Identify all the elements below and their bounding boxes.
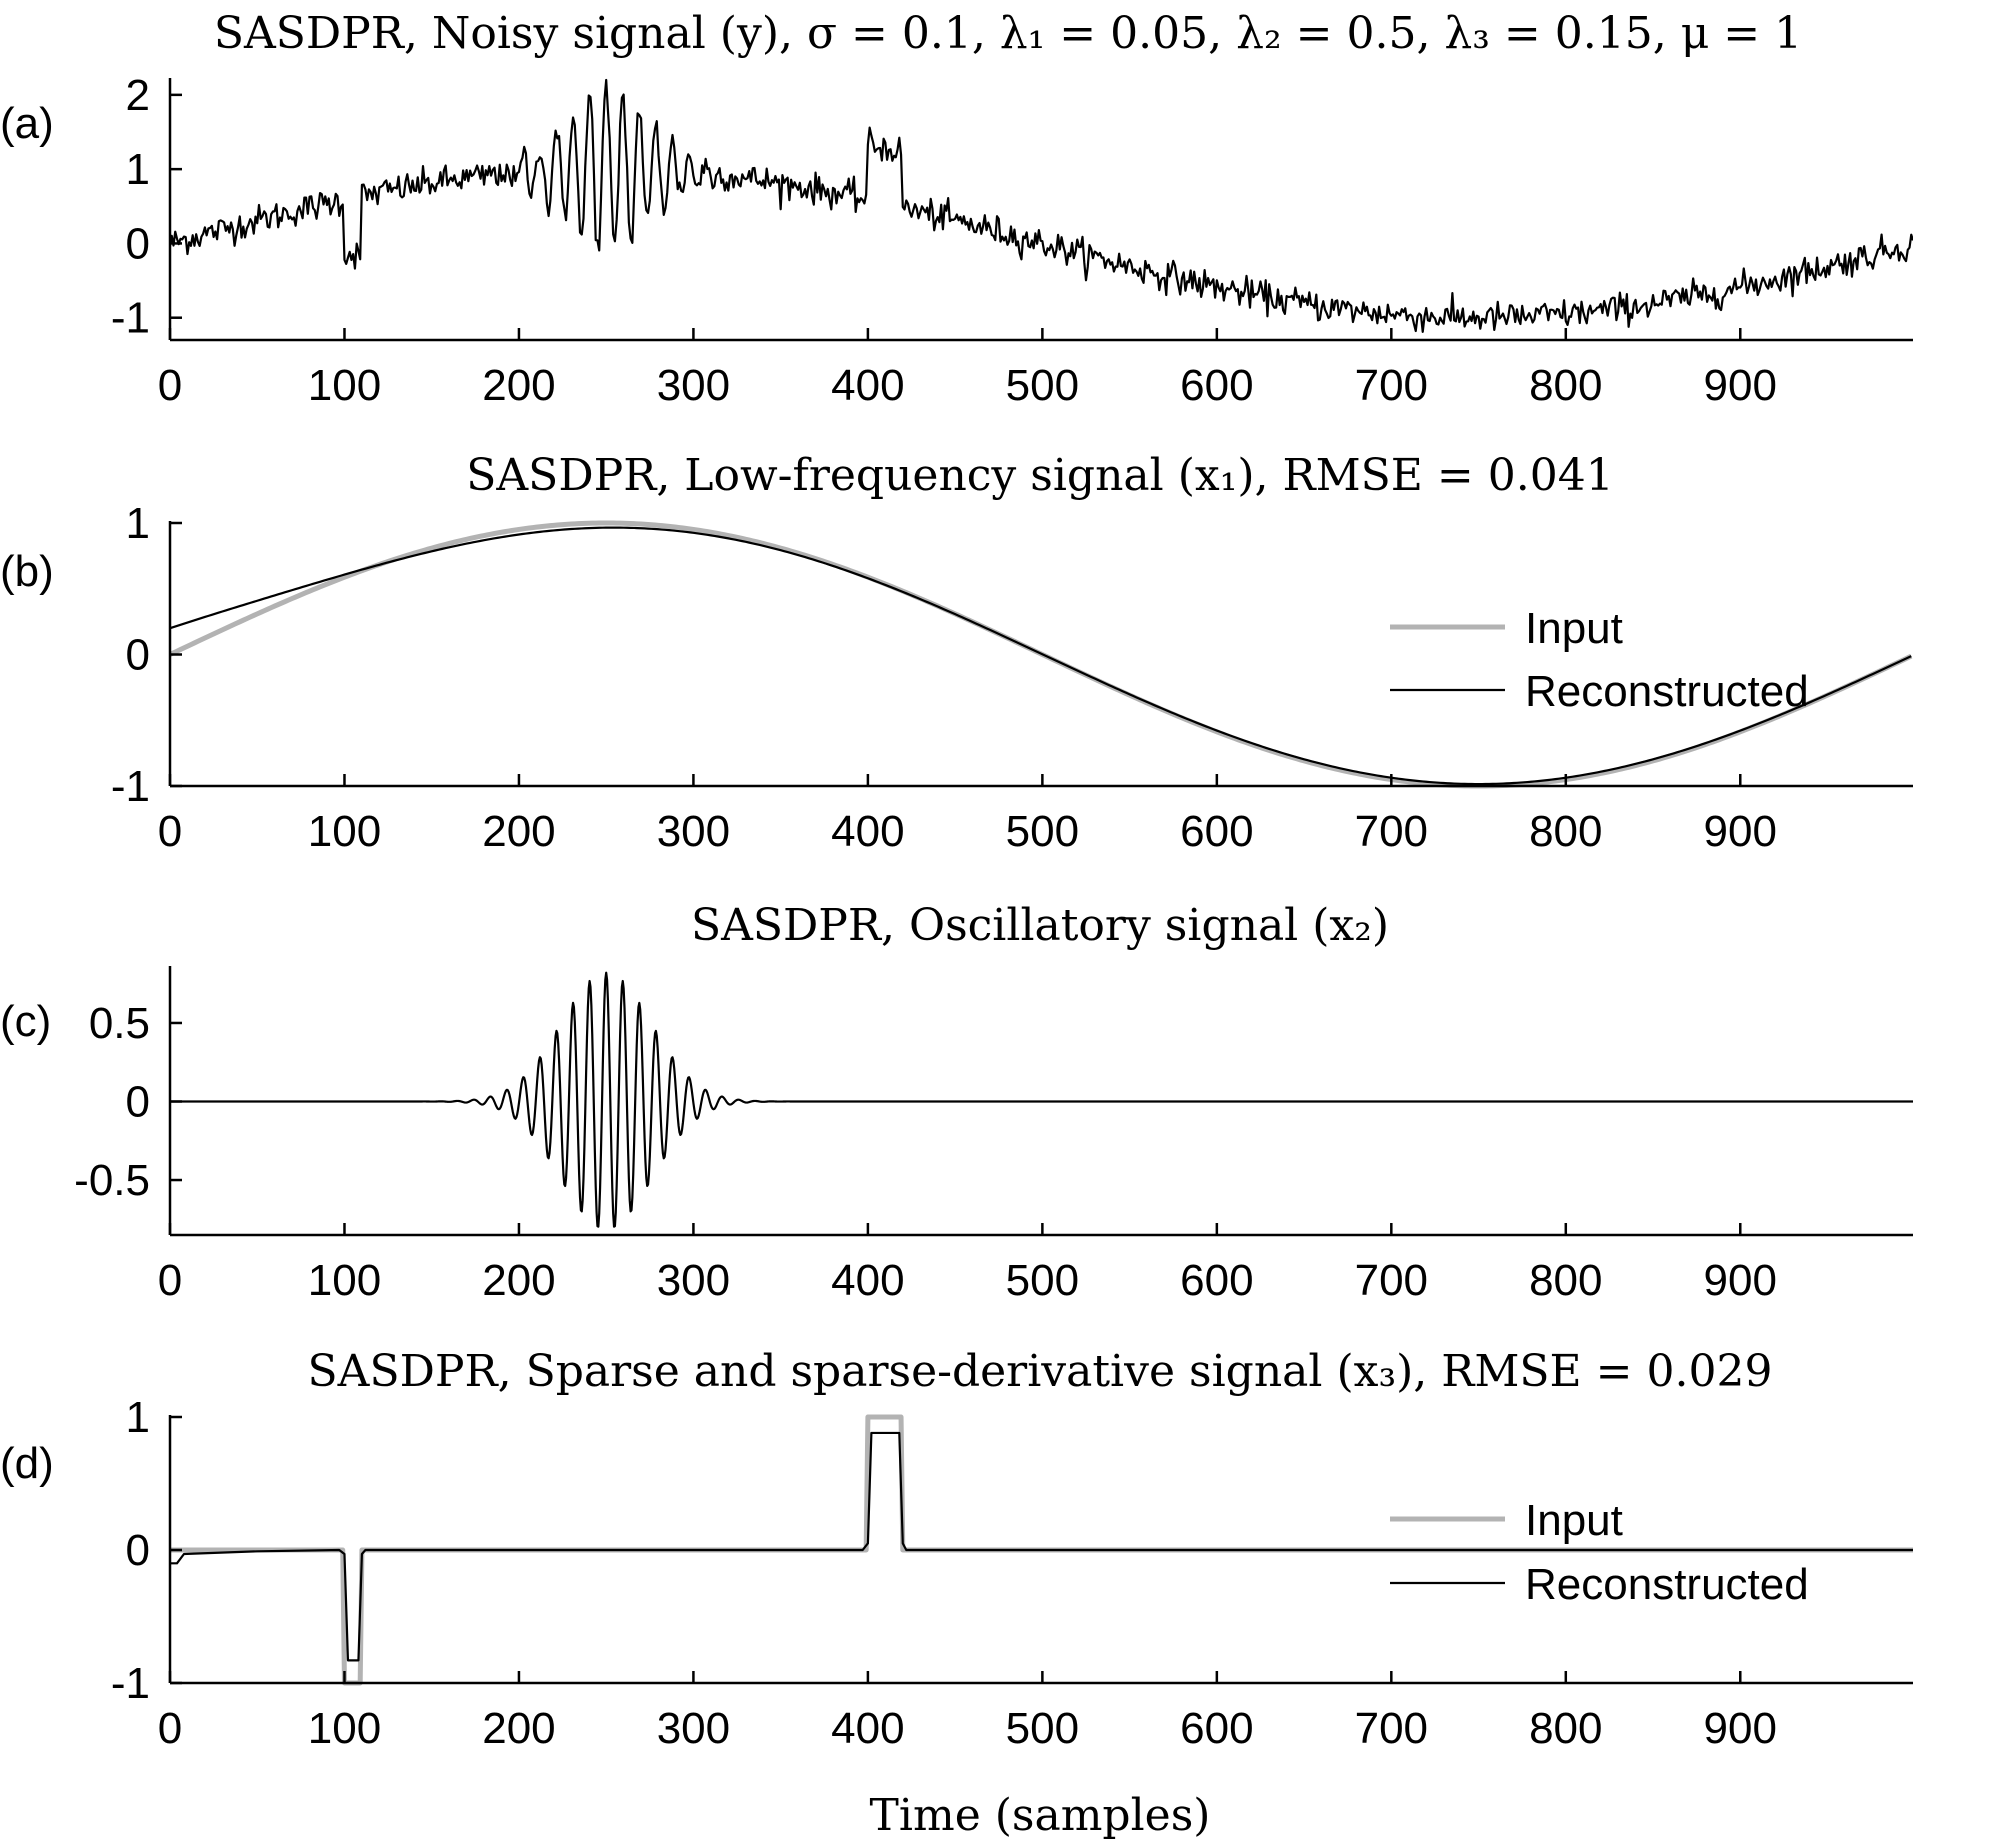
y-tick-label: 0 xyxy=(126,1526,150,1575)
x-tick-label: 200 xyxy=(482,361,555,410)
x-axis-label: Time (samples) xyxy=(870,1790,1211,1841)
y-tick-label: 0 xyxy=(126,1078,150,1127)
x-tick-label: 900 xyxy=(1704,1704,1777,1753)
x-tick-label: 500 xyxy=(1006,361,1079,410)
x-tick-label: 400 xyxy=(831,361,904,410)
x-tick-label: 700 xyxy=(1355,361,1428,410)
panel-label: (a) xyxy=(0,99,54,148)
legend: Input Reconstructed xyxy=(1390,604,1809,716)
chart-title: SASDPR, Noisy signal (y), σ = 0.1, λ₁ = … xyxy=(214,8,1802,59)
panel-noisy-signal: SASDPR, Noisy signal (y), σ = 0.1, λ₁ = … xyxy=(0,8,1913,410)
x-tick-label: 800 xyxy=(1529,361,1602,410)
panel-low-frequency-signal: SASDPR, Low-frequency signal (x₁), RMSE … xyxy=(0,450,1913,856)
x-tick-label: 500 xyxy=(1006,807,1079,856)
x-tick-label: 800 xyxy=(1529,807,1602,856)
chart-title: SASDPR, Oscillatory signal (x₂) xyxy=(691,900,1389,951)
panel-sparse-signal: SASDPR, Sparse and sparse-derivative sig… xyxy=(0,1346,1913,1753)
chart-title: SASDPR, Low-frequency signal (x₁), RMSE … xyxy=(466,450,1613,501)
x-tick-label: 200 xyxy=(482,1704,555,1753)
y-tick-label: -0.5 xyxy=(74,1156,150,1205)
y-tick-label: 1 xyxy=(126,499,150,548)
series-line-signal xyxy=(170,78,1913,333)
x-tick-label: 700 xyxy=(1355,1256,1428,1305)
x-tick-label: 300 xyxy=(657,1704,730,1753)
legend-label-input: Input xyxy=(1525,1496,1623,1545)
panel-label: (d) xyxy=(0,1439,54,1488)
x-tick-label: 900 xyxy=(1704,1256,1777,1305)
x-tick-label: 300 xyxy=(657,361,730,410)
y-tick-label: 1 xyxy=(126,1393,150,1442)
legend-label-reconstructed: Reconstructed xyxy=(1525,667,1809,716)
x-tick-label: 400 xyxy=(831,807,904,856)
x-tick-label: 100 xyxy=(308,807,381,856)
x-tick-label: 300 xyxy=(657,807,730,856)
panel-label: (c) xyxy=(0,997,51,1046)
y-tick-label: 2 xyxy=(126,71,150,120)
x-tick-label: 900 xyxy=(1704,807,1777,856)
x-tick-label: 0 xyxy=(158,1256,182,1305)
x-tick-label: 400 xyxy=(831,1256,904,1305)
x-tick-label: 600 xyxy=(1180,1256,1253,1305)
x-tick-label: 200 xyxy=(482,1256,555,1305)
chart-title: SASDPR, Sparse and sparse-derivative sig… xyxy=(308,1346,1773,1397)
x-tick-label: 100 xyxy=(308,1256,381,1305)
x-tick-label: 100 xyxy=(308,1704,381,1753)
series-line-reconstructed xyxy=(170,526,1912,786)
y-tick-label: 0 xyxy=(126,219,150,268)
y-tick-label: -1 xyxy=(111,1659,150,1708)
panel-label: (b) xyxy=(0,547,54,596)
y-tick-label: 0.5 xyxy=(89,999,150,1048)
x-tick-label: 0 xyxy=(158,361,182,410)
x-tick-label: 800 xyxy=(1529,1704,1602,1753)
x-tick-label: 300 xyxy=(657,1256,730,1305)
x-tick-label: 0 xyxy=(158,1704,182,1753)
y-tick-label: 0 xyxy=(126,631,150,680)
x-tick-label: 900 xyxy=(1704,361,1777,410)
y-tick-label: 1 xyxy=(126,145,150,194)
x-tick-label: 600 xyxy=(1180,1704,1253,1753)
x-tick-label: 200 xyxy=(482,807,555,856)
plot-area: 0 100 200 300 400 500 600 700 800 900-101 xyxy=(111,499,1913,856)
plot-area: 0 100 200 300 400 500 600 700 800 900 -0.5 0 0.5 xyxy=(74,966,1913,1305)
x-tick-label: 400 xyxy=(831,1704,904,1753)
x-tick-label: 700 xyxy=(1355,807,1428,856)
y-tick-label: -1 xyxy=(111,294,150,343)
legend-label-input: Input xyxy=(1525,604,1623,653)
y-tick-label: -1 xyxy=(111,762,150,811)
panel-oscillatory-signal: SASDPR, Oscillatory signal (x₂) (c) 0 100… xyxy=(0,900,1913,1305)
plot-area: 0 100 200 300 400 500 600 700 800 900-101 xyxy=(111,1393,1913,1753)
legend-label-reconstructed: Reconstructed xyxy=(1525,1560,1809,1609)
x-tick-label: 500 xyxy=(1006,1704,1079,1753)
x-tick-label: 800 xyxy=(1529,1256,1602,1305)
x-tick-label: 500 xyxy=(1006,1256,1079,1305)
x-tick-label: 700 xyxy=(1355,1704,1428,1753)
x-tick-label: 0 xyxy=(158,807,182,856)
x-tick-label: 600 xyxy=(1180,361,1253,410)
series-line-reconstructed xyxy=(170,1431,1913,1662)
x-tick-label: 100 xyxy=(308,361,381,410)
x-tick-label: 600 xyxy=(1180,807,1253,856)
legend: Input Reconstructed xyxy=(1390,1496,1809,1609)
series-line-signal xyxy=(170,971,1913,1228)
